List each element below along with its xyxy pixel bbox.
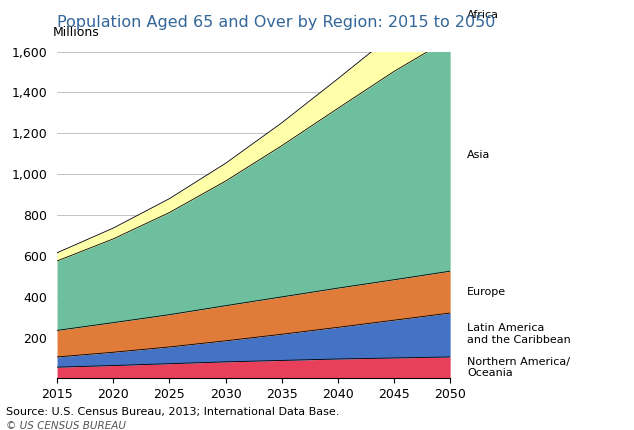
Text: Population Aged 65 and Over by Region: 2015 to 2050: Population Aged 65 and Over by Region: 2…: [57, 15, 495, 30]
Text: Asia: Asia: [467, 150, 490, 160]
Text: Africa: Africa: [467, 10, 499, 20]
Text: © US CENSUS BUREAU: © US CENSUS BUREAU: [6, 421, 126, 430]
Text: Northern America/
Oceania: Northern America/ Oceania: [467, 357, 570, 378]
Text: Source: U.S. Census Bureau, 2013; International Data Base.: Source: U.S. Census Bureau, 2013; Intern…: [6, 407, 340, 417]
Text: Latin America
and the Caribbean: Latin America and the Caribbean: [467, 323, 571, 345]
Text: Millions: Millions: [53, 25, 100, 39]
Text: Europe: Europe: [467, 287, 506, 297]
